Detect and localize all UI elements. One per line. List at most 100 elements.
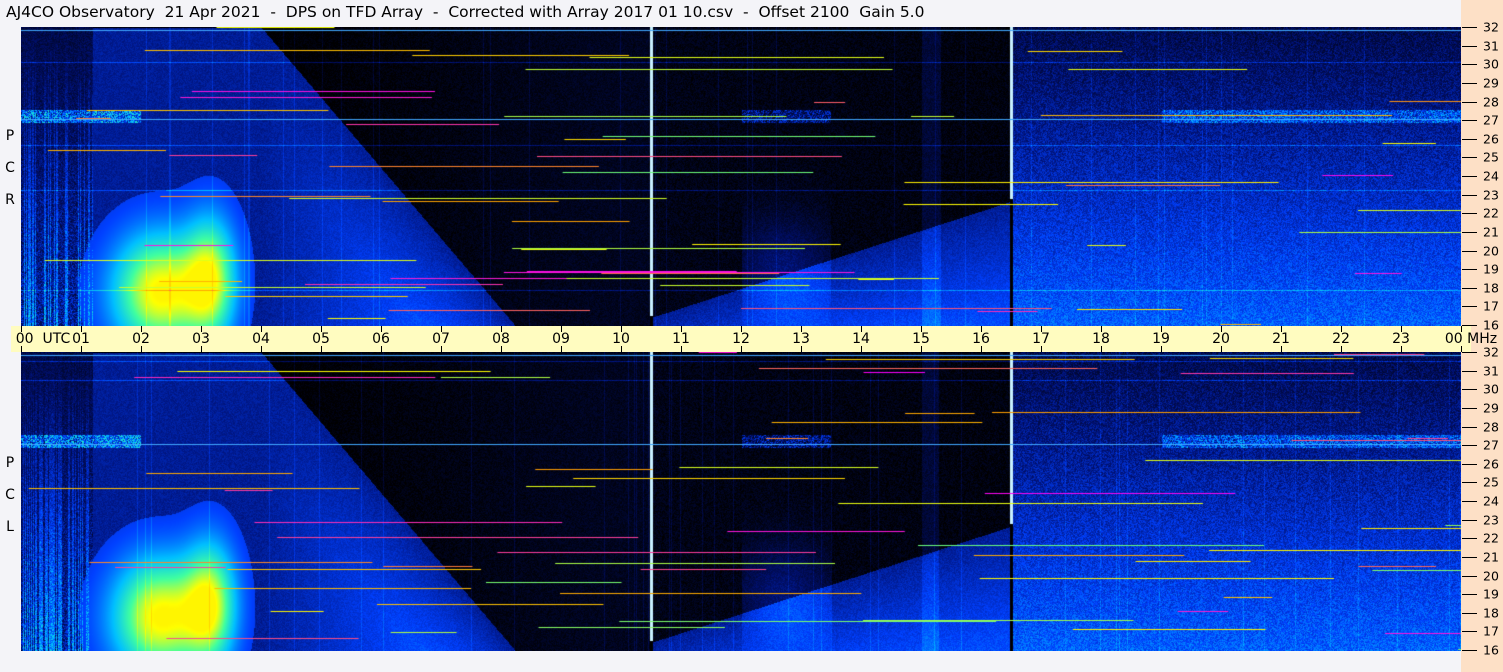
freq-tick [1462, 520, 1477, 521]
freq-tick-label: 28 [1483, 419, 1499, 435]
panel-label-lcp: P C L [3, 447, 17, 543]
freq-tick [1462, 120, 1477, 121]
time-tick-label: 19 [1152, 331, 1170, 347]
freq-tick-label: 20 [1483, 243, 1499, 259]
label-char: P [5, 455, 15, 471]
time-tick-label: 03 [192, 331, 210, 347]
freq-tick-label: 19 [1483, 261, 1499, 277]
time-tick [1161, 346, 1162, 352]
freq-tick [1462, 538, 1477, 539]
freq-tick-label: 22 [1483, 530, 1499, 546]
freq-tick [1462, 594, 1477, 595]
time-tick [141, 326, 142, 332]
freq-tick [1462, 195, 1477, 196]
freq-tick-label: 26 [1483, 131, 1499, 147]
time-tick [381, 346, 382, 352]
label-char: R [5, 192, 15, 208]
time-tick [1221, 346, 1222, 352]
freq-tick-label: 21 [1483, 224, 1499, 240]
label-char: C [5, 487, 15, 503]
time-tick [861, 326, 862, 332]
freq-tick [1462, 464, 1477, 465]
time-tick [681, 326, 682, 332]
time-tick [81, 346, 82, 352]
time-tick [501, 346, 502, 352]
time-tick [441, 346, 442, 352]
freq-tick [1462, 46, 1477, 47]
time-tick [561, 326, 562, 332]
time-tick [201, 346, 202, 352]
time-tick [981, 346, 982, 352]
freq-tick-label: 21 [1483, 549, 1499, 565]
freq-tick [1462, 352, 1477, 353]
time-tick-label: 01 [72, 331, 90, 347]
time-tick-label: 06 [372, 331, 390, 347]
spectrogram-canvas-lcp [21, 352, 1461, 651]
spectrogram-rcp [21, 27, 1461, 326]
freq-tick-label: 27 [1483, 437, 1499, 453]
freq-tick-label: 28 [1483, 94, 1499, 110]
time-tick [201, 326, 202, 332]
freq-tick-label: 16 [1483, 642, 1499, 658]
time-tick-label: 18 [1092, 331, 1110, 347]
time-tick [1341, 326, 1342, 332]
freq-tick [1462, 64, 1477, 65]
time-tick [1101, 326, 1102, 332]
freq-tick [1462, 139, 1477, 140]
freq-tick-label: 23 [1483, 187, 1499, 203]
freq-tick-label: 17 [1483, 623, 1499, 639]
time-tick [321, 346, 322, 352]
time-tick-label: 11 [672, 331, 690, 347]
time-tick [1461, 326, 1462, 332]
freq-tick [1462, 482, 1477, 483]
freq-tick [1462, 102, 1477, 103]
time-tick-label: 04 [252, 331, 270, 347]
freq-tick [1462, 427, 1477, 428]
freq-tick-label: 30 [1483, 381, 1499, 397]
label-char: L [6, 519, 14, 535]
time-tick-label: 05 [312, 331, 330, 347]
time-tick [561, 346, 562, 352]
time-tick [81, 326, 82, 332]
freq-tick [1462, 557, 1477, 558]
time-tick [1101, 346, 1102, 352]
freq-tick-label: 18 [1483, 605, 1499, 621]
time-tick [1161, 326, 1162, 332]
time-tick [741, 346, 742, 352]
freq-tick [1462, 445, 1477, 446]
time-tick [321, 326, 322, 332]
time-tick [861, 346, 862, 352]
time-tick [261, 346, 262, 352]
panel-label-rcp: P C R [3, 120, 17, 216]
time-tick [1461, 346, 1462, 352]
freq-tick-label: 16 [1483, 317, 1499, 333]
time-tick-label: 23 [1392, 331, 1410, 347]
time-tick [501, 326, 502, 332]
freq-tick [1462, 650, 1477, 651]
freq-tick [1462, 176, 1477, 177]
freq-tick-label: 26 [1483, 456, 1499, 472]
time-tick-label: 00 UTC [15, 331, 71, 347]
freq-tick [1462, 501, 1477, 502]
freq-tick-label: 24 [1483, 493, 1499, 509]
time-tick-label: 07 [432, 331, 450, 347]
freq-tick [1462, 325, 1477, 326]
time-tick [381, 326, 382, 332]
time-tick [801, 326, 802, 332]
freq-tick-label: 32 [1483, 19, 1499, 35]
freq-tick [1462, 613, 1477, 614]
time-tick [921, 326, 922, 332]
freq-tick [1462, 83, 1477, 84]
time-tick [741, 326, 742, 332]
freq-tick [1462, 631, 1477, 632]
time-tick-label: 17 [1032, 331, 1050, 347]
time-tick-label: 15 [912, 331, 930, 347]
time-tick [1401, 346, 1402, 352]
time-tick [981, 326, 982, 332]
freq-tick [1462, 213, 1477, 214]
time-tick [1281, 346, 1282, 352]
time-tick [261, 326, 262, 332]
freq-tick [1462, 27, 1477, 28]
freq-tick-label: 19 [1483, 586, 1499, 602]
time-tick [921, 346, 922, 352]
